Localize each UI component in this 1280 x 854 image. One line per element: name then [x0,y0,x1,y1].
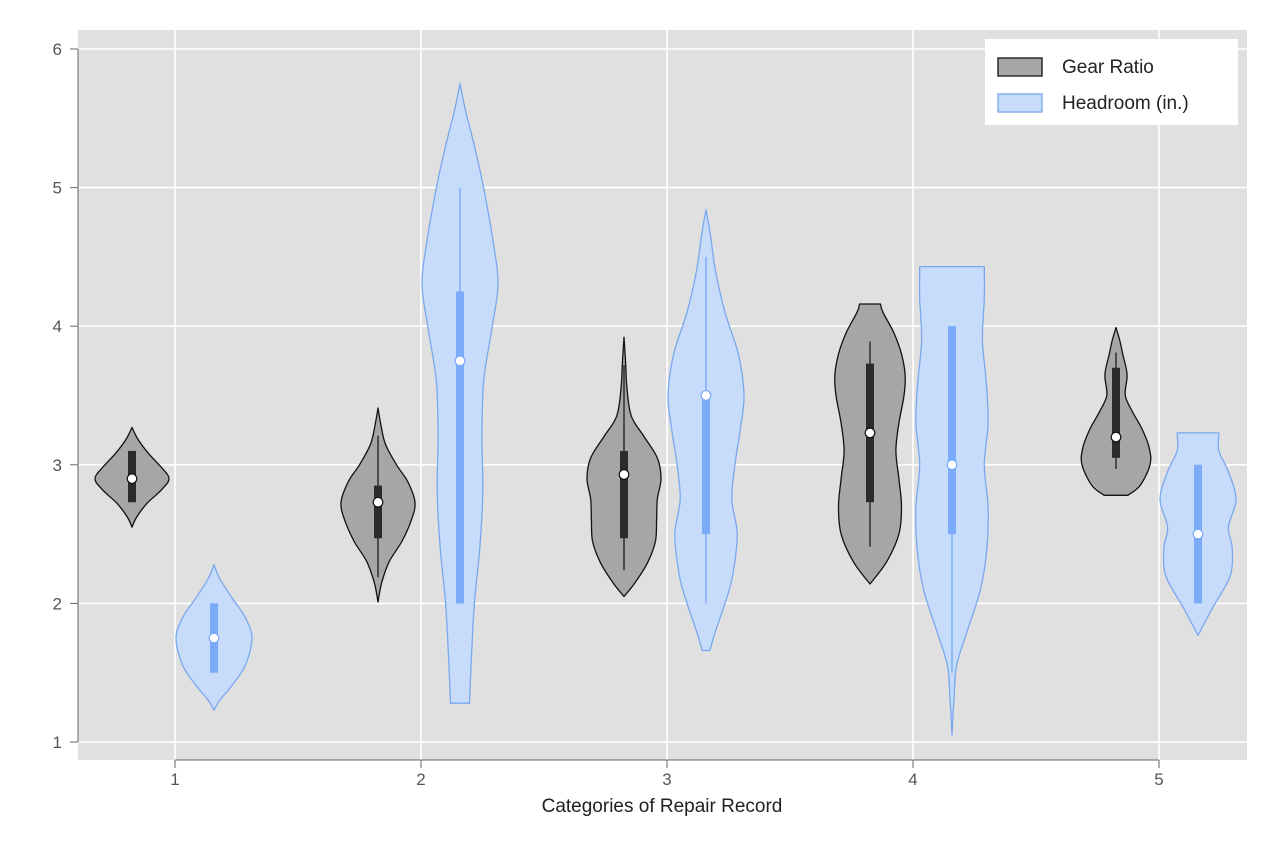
violin-series [94,303,1152,603]
x-axis: 1 2 3 4 5 [170,759,1164,789]
y-tick-label: 2 [53,594,62,613]
violin-box [374,485,382,539]
violin-median [454,355,466,367]
violin [94,426,170,528]
y-tick-label: 5 [53,179,62,198]
violin-median [618,469,630,480]
violin-median [1110,431,1122,443]
violin-median [1192,528,1204,540]
violin-series [175,82,1237,736]
y-tick-label: 3 [53,456,62,475]
violin [1159,432,1237,636]
legend-swatch [997,57,1043,77]
violin [586,336,662,598]
violin-median [700,390,712,401]
x-tick-label: 3 [662,770,671,789]
violin-box [620,450,628,539]
violin-box [1112,367,1120,458]
violin-box [456,291,464,604]
violin [667,209,745,652]
y-axis: 1 2 3 4 5 6 [53,40,79,752]
violin-median [126,473,138,485]
violin-median [864,427,876,439]
x-axis-title: Categories of Repair Record [542,796,783,817]
x-tick-label: 2 [416,770,425,789]
legend-swatch [997,93,1043,113]
y-tick-label: 4 [53,317,62,336]
x-tick-label: 4 [908,770,917,789]
legend-label: Headroom (in.) [1062,93,1189,114]
x-tick-label: 1 [170,770,179,789]
y-tick-label: 1 [53,733,62,752]
violin [421,82,499,704]
y-tick-label: 6 [53,40,62,59]
violin [1080,326,1152,496]
violin-median [372,496,384,508]
violin [175,563,253,711]
violin [915,265,989,736]
plot-background [78,30,1247,760]
grid-lines [78,30,1247,760]
violins [94,82,1237,736]
legend: Gear Ratio Headroom (in.) [985,39,1238,125]
x-tick-label: 5 [1154,770,1163,789]
violin-median [946,459,958,471]
legend-label: Gear Ratio [1062,57,1154,78]
violin-median [208,632,220,644]
violin [834,303,906,585]
violin-box [948,326,956,535]
violin-box [702,395,710,535]
violin [340,407,416,603]
